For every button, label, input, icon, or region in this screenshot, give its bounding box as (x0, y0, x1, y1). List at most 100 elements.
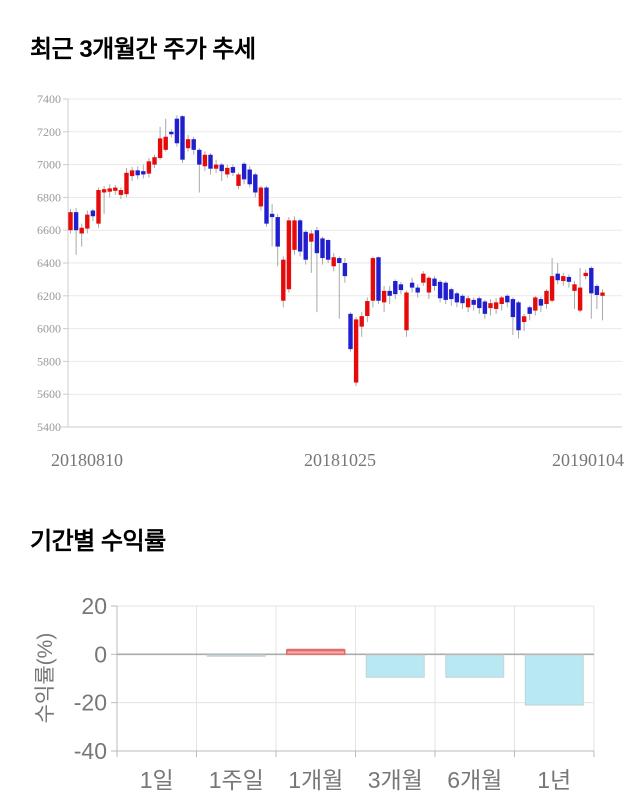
candle (309, 233, 314, 242)
candle (437, 281, 443, 299)
candle (68, 212, 73, 231)
candle (577, 287, 583, 311)
candle (185, 139, 191, 149)
bar-3개월 (365, 654, 425, 678)
candle (281, 259, 286, 301)
bar-1년 (524, 654, 584, 706)
candle (505, 295, 510, 303)
price-trend-title: 최근 3개월간 주가 추세 (30, 36, 256, 63)
candle (90, 210, 96, 217)
candle (297, 220, 303, 252)
candle (465, 298, 471, 308)
candle (471, 299, 476, 305)
candle (113, 187, 118, 191)
candle (443, 282, 448, 300)
x-category-label: 6개월 (447, 767, 502, 793)
candle (292, 220, 297, 250)
candle (208, 154, 213, 169)
candle (589, 267, 594, 294)
candle (314, 230, 320, 254)
candle (432, 278, 437, 286)
x-tick-label: 20190104 (552, 450, 624, 470)
candle (365, 301, 370, 316)
y-tick-label: 5400 (37, 420, 61, 434)
candle (482, 301, 488, 314)
candle (129, 170, 135, 177)
candle (253, 174, 258, 193)
candle (264, 187, 269, 224)
candle (236, 174, 241, 186)
candle (163, 136, 168, 150)
bar-6개월 (445, 654, 505, 678)
candle (572, 284, 577, 291)
candle (174, 118, 180, 144)
x-tick-label: 20180810 (51, 450, 123, 470)
x-category-label: 1주일 (209, 767, 264, 793)
candle (152, 157, 157, 165)
y-tick-label: -40 (74, 738, 107, 764)
x-category-label: 1개월 (288, 767, 343, 793)
candle (180, 116, 185, 160)
candle (101, 189, 107, 193)
candle (146, 161, 152, 174)
candle (583, 272, 588, 277)
candle (499, 297, 504, 304)
candle (600, 292, 605, 296)
candle (85, 214, 90, 229)
candle (135, 170, 140, 176)
candle (275, 217, 280, 247)
y-tick-label: 20 (81, 593, 107, 619)
candle (202, 154, 208, 167)
candle (594, 285, 600, 295)
x-category-label: 3개월 (368, 767, 423, 793)
candlestick-x-axis: 20180810 20181025 20190104 (51, 450, 624, 470)
candle (353, 319, 359, 383)
candle (533, 297, 538, 311)
candle (488, 303, 493, 309)
candle (421, 273, 426, 283)
candle (521, 316, 527, 323)
candle (561, 276, 566, 282)
y-tick-label: 5800 (37, 354, 61, 368)
candle (449, 289, 454, 300)
candle (549, 276, 555, 301)
candle (538, 299, 544, 306)
candle (566, 276, 572, 282)
returns-bar-chart: 20 0 -20 -40 수익률(%) 1일 1주일 1개월 3개월 6개월 1년 (34, 593, 595, 793)
y-tick-label: 7200 (37, 125, 61, 139)
candle (409, 282, 415, 288)
candle (73, 212, 79, 231)
candles (68, 115, 605, 386)
candle (331, 257, 336, 267)
candle (157, 138, 163, 159)
candle (376, 257, 381, 301)
candle (286, 220, 292, 290)
candle (247, 169, 252, 185)
candle (269, 213, 275, 218)
candle (141, 171, 146, 175)
candle (370, 258, 376, 301)
candle (197, 149, 202, 165)
candle (510, 299, 516, 318)
candlestick-chart: 7400 7200 7000 6800 6600 6400 6200 6000 5800 5600… (37, 92, 624, 470)
candle (516, 302, 521, 331)
returns-title: 기간별 수익률 (30, 528, 166, 555)
candle (493, 302, 499, 309)
candle (454, 293, 460, 303)
x-category-label: 1년 (537, 767, 571, 793)
candle (219, 164, 224, 172)
candle (191, 139, 196, 150)
candle (393, 281, 398, 295)
y-tick-label: 7400 (37, 92, 61, 106)
candle (124, 172, 129, 195)
candle (258, 187, 264, 207)
y-tick-label: 6200 (37, 289, 61, 303)
y-tick-label: 6600 (37, 223, 61, 237)
y-tick-label: 6800 (37, 190, 61, 204)
y-tick-label: 5600 (37, 387, 61, 401)
candle (381, 290, 387, 303)
y-tick-label: -20 (74, 690, 107, 716)
candle (303, 231, 308, 260)
candle (426, 277, 432, 293)
